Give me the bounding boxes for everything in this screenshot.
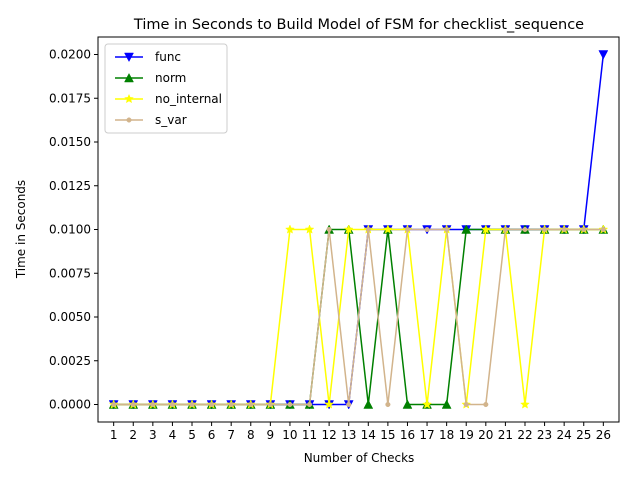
- data-point-s_var: [463, 401, 469, 408]
- data-point-s_var: [542, 226, 548, 233]
- data-point-s_var: [561, 226, 567, 233]
- y-tick-label: 0.0050: [49, 310, 91, 324]
- data-point-s_var: [600, 226, 606, 233]
- data-point-s_var: [483, 401, 489, 408]
- plot-series: [108, 50, 609, 410]
- x-tick-label: 12: [321, 428, 336, 442]
- x-tick-label: 11: [302, 428, 317, 442]
- y-tick-label: 0.0000: [49, 398, 91, 412]
- data-point-s_var: [150, 401, 156, 408]
- x-tick-label: 21: [498, 428, 513, 442]
- data-point-no_internal: [343, 224, 354, 234]
- legend-box: [104, 43, 228, 134]
- series-s_var: [111, 226, 606, 408]
- legend-marker-norm: [124, 72, 134, 83]
- x-tick-label: 3: [149, 428, 157, 442]
- y-tick-label: 0.0125: [49, 179, 91, 193]
- y-tick-label: 0.0025: [49, 354, 91, 368]
- data-point-s_var: [424, 226, 430, 233]
- x-tick-label: 2: [129, 428, 137, 442]
- x-tick-label: 6: [208, 428, 216, 442]
- legend: func norm no_internal s_var: [104, 43, 228, 134]
- data-point-s_var: [502, 226, 508, 233]
- y-tick-label: 0.0150: [49, 135, 91, 149]
- data-point-func: [598, 50, 609, 60]
- legend-label-no_internal: no_internal: [155, 92, 222, 106]
- data-point-no_internal: [520, 399, 530, 409]
- data-point-no_internal: [480, 224, 491, 234]
- data-point-norm: [363, 399, 374, 409]
- x-tick-label: 26: [596, 428, 611, 442]
- x-tick-label: 4: [169, 428, 177, 442]
- data-point-norm: [402, 399, 413, 409]
- data-point-s_var: [326, 226, 332, 233]
- data-point-s_var: [522, 226, 528, 233]
- data-point-s_var: [346, 401, 352, 408]
- legend-label-norm: norm: [155, 71, 186, 85]
- data-point-norm: [441, 399, 452, 409]
- y-axis-title: Time in Seconds: [14, 180, 28, 279]
- x-tick-label: 22: [517, 428, 532, 442]
- data-point-s_var: [248, 401, 254, 408]
- data-point-s_var: [287, 401, 293, 408]
- data-point-no_internal: [382, 224, 393, 234]
- plot-frame: [97, 36, 620, 423]
- data-point-s_var: [444, 226, 450, 233]
- legend-marker-func: [124, 52, 134, 63]
- x-tick-label: 25: [576, 428, 591, 442]
- data-point-s_var: [581, 226, 587, 233]
- data-point-no_internal: [304, 224, 315, 234]
- x-tick-label: 9: [267, 428, 275, 442]
- x-tick-label: 13: [341, 428, 356, 442]
- x-tick-label: 18: [439, 428, 454, 442]
- series-line-s_var: [113, 228, 604, 406]
- data-point-s_var: [130, 401, 136, 408]
- y-tick-label: 0.0175: [49, 91, 91, 105]
- x-tick-label: 5: [188, 428, 196, 442]
- x-axis-title: Number of Checks: [304, 451, 415, 465]
- data-point-s_var: [111, 401, 117, 408]
- y-tick-label: 0.0100: [49, 223, 91, 237]
- x-tick-label: 16: [400, 428, 415, 442]
- data-point-s_var: [169, 401, 175, 408]
- x-tick-label: 17: [419, 428, 434, 442]
- x-tick-label: 10: [282, 428, 297, 442]
- x-tick-label: 19: [459, 428, 474, 442]
- y-tick-label: 0.0200: [49, 48, 91, 62]
- x-tick-label: 23: [537, 428, 552, 442]
- x-axis: 1 2 3 4 5 6 7 8 9 10 11 12 13 14 15 16 17 18 19 20 21 22 23 24 2…: [110, 422, 611, 442]
- data-point-s_var: [385, 401, 391, 408]
- x-tick-label: 24: [557, 428, 572, 442]
- data-point-norm: [461, 224, 472, 234]
- x-tick-label: 1: [110, 428, 118, 442]
- x-tick-label: 20: [478, 428, 493, 442]
- data-point-s_var: [267, 401, 273, 408]
- y-axis: 0.0000 0.0025 0.0050 0.0075 0.0100 0.0125 0.01…: [49, 48, 98, 412]
- data-point-s_var: [228, 401, 234, 408]
- data-point-s_var: [189, 401, 195, 408]
- legend-marker-no_internal: [124, 93, 134, 104]
- chart-title: Time in Seconds to Build Model of FSM fo…: [133, 17, 584, 33]
- x-tick-label: 8: [247, 428, 255, 442]
- x-tick-label: 14: [361, 428, 376, 442]
- data-point-s_var: [306, 401, 313, 408]
- x-tick-label: 15: [380, 428, 395, 442]
- data-point-no_internal: [324, 399, 335, 409]
- legend-marker-s_var: [126, 117, 132, 123]
- data-point-s_var: [404, 226, 411, 233]
- data-point-no_internal: [285, 224, 295, 234]
- data-point-s_var: [209, 401, 215, 408]
- x-tick-label: 7: [227, 428, 235, 442]
- legend-label-s_var: s_var: [155, 113, 187, 127]
- y-tick-label: 0.0075: [49, 266, 91, 280]
- data-point-no_internal: [422, 399, 432, 409]
- legend-label-func: func: [155, 50, 181, 64]
- data-point-s_var: [365, 226, 371, 233]
